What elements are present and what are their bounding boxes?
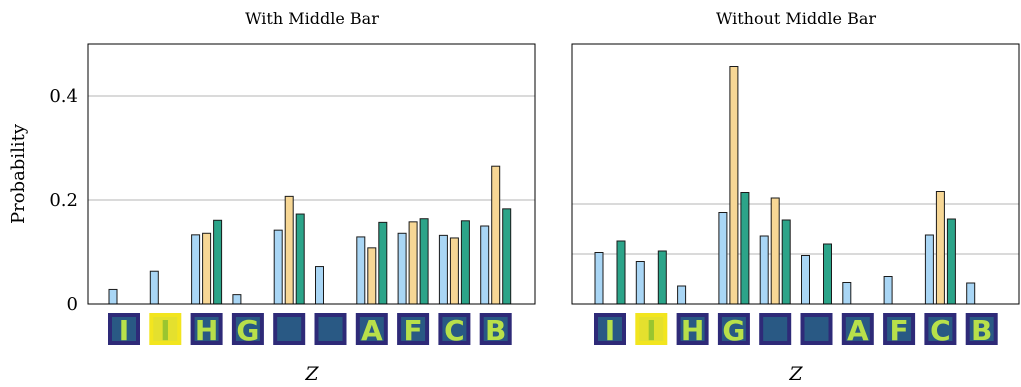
left-bar xyxy=(315,266,324,305)
left-bar xyxy=(356,236,366,305)
right-bar xyxy=(770,197,780,305)
left-category-image-letter: B xyxy=(485,314,506,347)
left-x-axis-label: Z xyxy=(304,363,319,385)
right-x-axis-label: Z xyxy=(788,363,803,385)
right-bar xyxy=(842,282,852,305)
right-category-image-texture xyxy=(887,317,912,341)
left-category-image-texture xyxy=(112,317,136,341)
left-category-image-letter: F xyxy=(404,314,423,347)
left-bar xyxy=(397,232,407,305)
left-bar xyxy=(378,221,388,305)
left-y-tick-label: 0 xyxy=(67,294,78,315)
right-category-image-texture xyxy=(804,317,829,341)
left-y-tick-label: 0.4 xyxy=(49,86,78,107)
right-chart-title: Without Middle Bar xyxy=(716,9,876,28)
right-bars xyxy=(594,66,976,305)
left-category-image-texture xyxy=(359,317,384,341)
left-category-image-texture xyxy=(277,317,302,341)
left-bar xyxy=(491,165,501,305)
left-plot-frame xyxy=(87,43,536,305)
right-bar xyxy=(781,219,791,305)
left-chart-title: With Middle Bar xyxy=(245,9,379,28)
right-bar xyxy=(823,243,832,305)
left-category-image-texture xyxy=(318,317,343,341)
right-category-image-letter: F xyxy=(890,314,909,347)
right-category-image-texture xyxy=(845,317,870,341)
left-bar xyxy=(213,219,223,305)
right-category-image-letter: C xyxy=(930,314,951,347)
right-category-image-texture xyxy=(928,317,953,341)
left-category-image-texture xyxy=(442,317,467,341)
right-category-image-letter: G xyxy=(722,314,745,347)
left-bar xyxy=(460,220,470,305)
right-category-image-texture xyxy=(598,317,622,341)
left-y-axis-label: Probability xyxy=(8,123,29,224)
left-bar xyxy=(419,218,429,305)
left-bar xyxy=(480,225,490,305)
left-category-image-texture xyxy=(483,317,508,341)
right-category-image-texture xyxy=(680,317,705,341)
left-gridlines xyxy=(88,95,535,201)
left-bar xyxy=(273,229,283,305)
left-category-image-letter: G xyxy=(236,314,259,347)
left-category-image-letter: I xyxy=(160,314,170,347)
left-bar xyxy=(295,213,305,305)
right-bar xyxy=(966,282,976,305)
right-category-image-letter: H xyxy=(681,314,704,347)
right-bar xyxy=(740,192,750,305)
left-bar xyxy=(449,237,459,305)
right-bar xyxy=(924,234,934,305)
left-category-image-letter: H xyxy=(195,314,218,347)
right-category-image-texture xyxy=(763,317,788,341)
left-bar xyxy=(202,232,212,305)
left-category-image-texture xyxy=(235,317,260,341)
left-y-tick-label: 0.2 xyxy=(49,190,78,211)
right-bar xyxy=(801,255,810,305)
right-bar xyxy=(759,235,769,305)
left-bar xyxy=(438,234,448,305)
left-category-image-texture xyxy=(194,317,219,341)
right-plot-frame xyxy=(571,43,1020,305)
left-category-image-texture xyxy=(401,317,426,341)
right-bar xyxy=(594,252,604,305)
right-bar xyxy=(946,218,956,305)
right-category-image-letter: I xyxy=(605,314,615,347)
right-category-image-texture xyxy=(639,317,664,341)
left-bar xyxy=(502,208,512,305)
right-bar xyxy=(935,191,945,305)
right-bar xyxy=(635,261,645,305)
right-bar xyxy=(616,240,626,305)
right-bar xyxy=(677,285,687,305)
left-bar xyxy=(367,247,377,305)
left-category-image-letter: I xyxy=(119,314,129,347)
right-bar xyxy=(729,66,739,305)
left-bar xyxy=(408,221,418,305)
left-y-tick-labels: 0 0.2 0.4 xyxy=(49,86,78,315)
right-category-image-letter: A xyxy=(847,314,869,347)
left-bar xyxy=(232,294,242,305)
left-bar xyxy=(191,234,201,305)
left-bar xyxy=(284,195,294,305)
left-bar xyxy=(108,288,118,305)
left-category-image-texture xyxy=(153,317,178,341)
left-category-image-letter: A xyxy=(361,314,383,347)
right-bar xyxy=(883,276,893,305)
right-category-image-letter: B xyxy=(971,314,992,347)
left-bar xyxy=(149,270,159,305)
right-bar xyxy=(657,250,667,305)
left-category-image-letter: C xyxy=(444,314,465,347)
right-category-image-letter: I xyxy=(646,314,656,347)
right-category-image-texture xyxy=(969,317,994,341)
right-category-image-texture xyxy=(721,317,746,341)
right-bar xyxy=(718,212,728,305)
left-bars xyxy=(108,165,512,305)
